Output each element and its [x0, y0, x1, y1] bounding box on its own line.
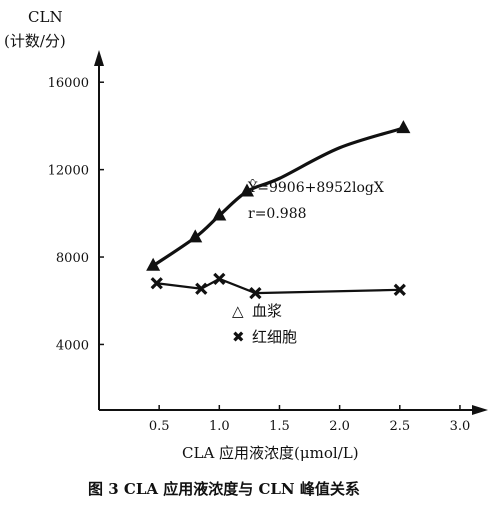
- x-tick-label: 0.5: [149, 419, 170, 434]
- rbc-series-line: [156, 277, 400, 295]
- x-axis-label: CLA 应用液浓度(μmol/L): [182, 444, 359, 462]
- x-tick-label: 2.5: [389, 419, 410, 434]
- rbc-data-point: [150, 277, 163, 290]
- plasma-data-point: [396, 120, 411, 134]
- legend-item-rbc-label: 红细胞: [252, 328, 297, 346]
- rbc-data-point: [249, 286, 262, 300]
- series-layer: [146, 120, 411, 300]
- y-tick-label: 12000: [48, 164, 89, 179]
- plasma-data-point: [239, 183, 254, 197]
- plasma-data-point: [212, 207, 227, 221]
- y-axis-label-line1: CLN: [28, 8, 63, 26]
- plasma-data-point: [146, 257, 161, 271]
- plasma-data-point: [188, 229, 203, 243]
- figure-caption: 图 3 CLA 应用液浓度与 CLN 峰值关系: [88, 480, 360, 498]
- y-axis-arrow: [94, 50, 104, 66]
- rbc-data-point: [195, 282, 208, 295]
- legend-item-rbc-symbol: ✖: [232, 328, 245, 346]
- correlation-coefficient: r=0.988: [248, 206, 307, 222]
- rbc-data-point: [213, 272, 226, 286]
- legend-item-plasma-symbol: △: [232, 302, 244, 320]
- legend: △ 血浆 ✖ 红细胞: [232, 302, 297, 346]
- y-axis-label-line2: (计数/分): [4, 32, 66, 50]
- y-tick-label: 4000: [56, 338, 89, 353]
- x-tick-label: 1.5: [269, 419, 290, 434]
- regression-equation: Ŷ=9906+8952logX: [247, 178, 384, 196]
- x-tick-label: 1.0: [209, 419, 230, 434]
- x-axis-arrow: [472, 405, 488, 415]
- plasma-series-line: [152, 126, 404, 268]
- y-tick-label: 16000: [48, 76, 89, 91]
- x-tick-label: 3.0: [450, 419, 471, 434]
- rbc-data-point: [393, 283, 406, 296]
- y-tick-label: 8000: [56, 251, 89, 266]
- axis-ticks: 0.5 1.0 1.5 2.0 2.5 3.0 4000 8000 12000 16000: [48, 76, 471, 434]
- x-tick-label: 2.0: [329, 419, 350, 434]
- legend-item-plasma-label: 血浆: [252, 302, 282, 320]
